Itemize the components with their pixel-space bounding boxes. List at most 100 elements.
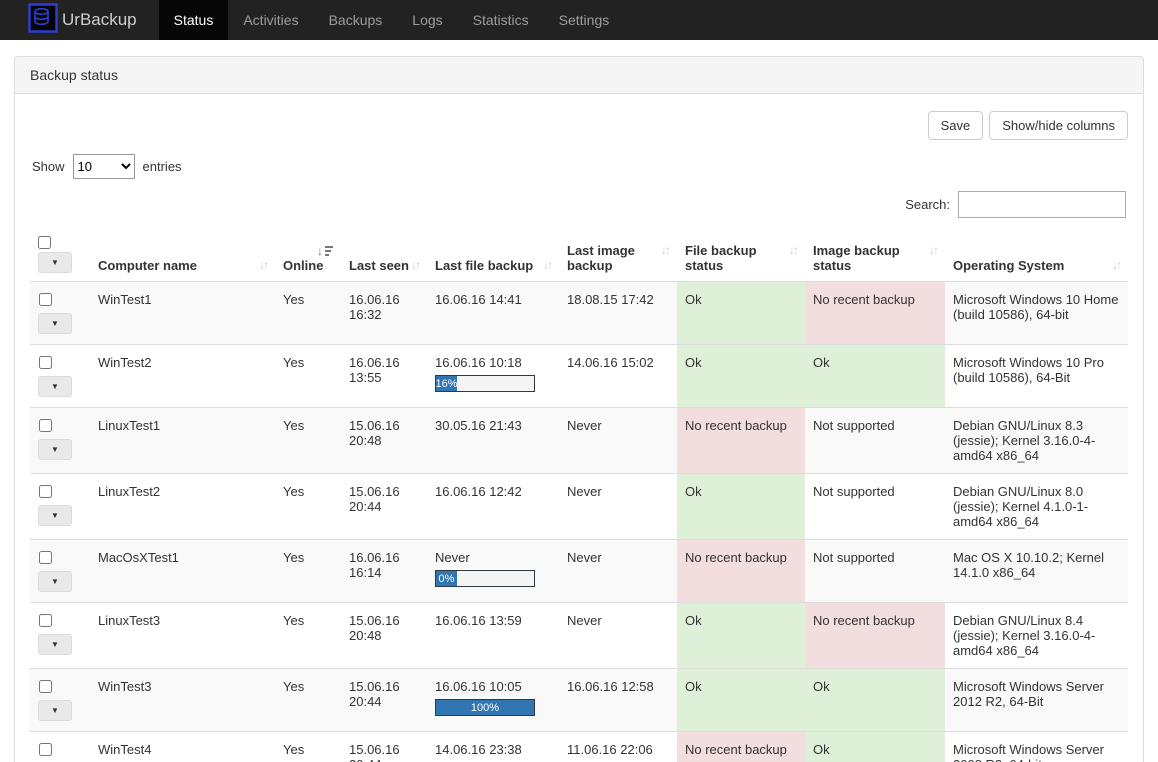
computer-name-cell: LinuxTest1 [90, 407, 275, 474]
nav-item-activities[interactable]: Activities [243, 12, 299, 28]
header-file-backup-status[interactable]: ↓↑ File backup status [685, 243, 799, 273]
last-seen-cell: 15.06.16 20:44 [341, 473, 427, 540]
entries-label: entries [142, 159, 182, 174]
row-actions-dropdown[interactable]: ▼ [38, 313, 72, 334]
show-label: Show [32, 159, 65, 174]
nav-item-backups[interactable]: Backups [328, 12, 383, 28]
row-checkbox[interactable] [39, 419, 52, 432]
operating-system-cell: Debian GNU/Linux 8.4 (jessie); Kernel 3.… [945, 602, 1128, 669]
urbackup-logo-icon [28, 2, 58, 38]
select-all-checkbox[interactable] [38, 236, 51, 249]
progress-fill: 16% [435, 376, 458, 391]
file-backup-status-cell: Ok [677, 344, 805, 408]
last-image-backup-cell: Never [559, 539, 677, 603]
nav-item-settings[interactable]: Settings [558, 12, 610, 28]
image-backup-status-cell: Not supported [805, 407, 945, 474]
row-actions-dropdown[interactable]: ▼ [38, 439, 72, 460]
header-computer-name[interactable]: ↓↑ Computer name [98, 258, 269, 273]
row-actions-dropdown[interactable]: ▼ [38, 700, 72, 721]
last-seen-cell: 16.06.16 16:32 [341, 281, 427, 345]
file-backup-progress-bar: 0% [435, 570, 535, 587]
row-select-cell: ▼ [30, 407, 90, 474]
table-row: ▼ MacOsXTest1 Yes 16.06.16 16:14 Never 0… [30, 539, 1128, 603]
last-file-backup-cell: 30.05.16 21:43 [427, 407, 559, 474]
save-button[interactable]: Save [927, 111, 984, 140]
operating-system-cell: Debian GNU/Linux 8.0 (jessie); Kernel 4.… [945, 473, 1128, 540]
nav-item-statistics[interactable]: Statistics [472, 12, 529, 28]
row-actions-dropdown[interactable]: ▼ [38, 571, 72, 592]
online-cell: Yes [275, 407, 341, 474]
header-online[interactable]: ↓ Online [275, 228, 341, 282]
row-select-cell: ▼ [30, 344, 90, 408]
operating-system-cell: Mac OS X 10.10.2; Kernel 14.1.0 x86_64 [945, 539, 1128, 603]
header-image-backup-status[interactable]: ↓↑ Image backup status [813, 243, 939, 273]
last-file-backup-cell: 16.06.16 10:05 100% [427, 668, 559, 732]
caret-down-icon: ▼ [51, 257, 59, 267]
computer-name-cell: WinTest2 [90, 344, 275, 408]
sort-icon: ↓↑ [411, 258, 421, 272]
brand[interactable]: UrBackup [0, 0, 147, 40]
nav-item-logs[interactable]: Logs [412, 12, 443, 28]
file-backup-progress-bar: 100% [435, 699, 535, 716]
row-actions-dropdown[interactable]: ▼ [38, 634, 72, 655]
caret-down-icon: ▼ [51, 318, 59, 328]
table-row: ▼ WinTest1 Yes 16.06.16 16:32 16.06.16 1… [30, 281, 1128, 345]
table-row: ▼ WinTest2 Yes 16.06.16 13:55 16.06.16 1… [30, 344, 1128, 408]
image-backup-status-cell: Not supported [805, 473, 945, 540]
last-file-backup-time: 16.06.16 10:18 [435, 355, 522, 370]
sort-icon: ↓↑ [789, 243, 799, 257]
row-select-cell: ▼ [30, 731, 90, 762]
row-checkbox[interactable] [39, 485, 52, 498]
table-row: ▼ LinuxTest2 Yes 15.06.16 20:44 16.06.16… [30, 473, 1128, 540]
last-image-backup-cell: 14.06.16 15:02 [559, 344, 677, 408]
row-checkbox[interactable] [39, 614, 52, 627]
header-last-file-backup[interactable]: ↓↑ Last file backup [435, 258, 553, 273]
last-image-backup-cell: Never [559, 473, 677, 540]
entries-select[interactable]: 10 [72, 154, 135, 179]
header-actions-dropdown[interactable]: ▼ [38, 252, 72, 273]
row-checkbox[interactable] [39, 743, 52, 756]
last-image-backup-cell: Never [559, 407, 677, 474]
row-checkbox[interactable] [39, 293, 52, 306]
nav-item-status[interactable]: Status [158, 0, 229, 40]
last-file-backup-cell: 16.06.16 10:18 16% [427, 344, 559, 408]
navbar: UrBackup Status Activities Backups Logs … [0, 0, 1158, 40]
search-input[interactable] [958, 191, 1126, 218]
header-operating-system[interactable]: ↓↑ Operating System [953, 258, 1122, 273]
last-file-backup-cell: 14.06.16 23:38 48% [427, 731, 559, 762]
caret-down-icon: ▼ [51, 576, 59, 586]
search-control: Search: [30, 191, 1126, 218]
operating-system-cell: Microsoft Windows Server 2012 R2, 64-Bit [945, 668, 1128, 732]
brand-title: UrBackup [62, 10, 137, 29]
header-last-seen[interactable]: ↓↑ Last seen [349, 258, 421, 273]
sort-icon: ↓↑ [1112, 258, 1122, 272]
last-file-backup-time: Never [435, 550, 470, 565]
row-checkbox[interactable] [39, 680, 52, 693]
last-seen-cell: 16.06.16 13:55 [341, 344, 427, 408]
header-select-all[interactable]: ▼ [30, 228, 90, 282]
nav-menu: Status Activities Backups Logs Statistic… [158, 0, 625, 40]
file-backup-status-cell: Ok [677, 668, 805, 732]
table-row: ▼ WinTest3 Yes 15.06.16 20:44 16.06.16 1… [30, 668, 1128, 732]
show-hide-columns-button[interactable]: Show/hide columns [989, 111, 1128, 140]
last-file-backup-cell: 16.06.16 14:41 [427, 281, 559, 345]
sort-icon: ↓↑ [259, 258, 269, 272]
row-select-cell: ▼ [30, 668, 90, 732]
row-checkbox[interactable] [39, 551, 52, 564]
row-checkbox[interactable] [39, 356, 52, 369]
row-actions-dropdown[interactable]: ▼ [38, 505, 72, 526]
file-backup-status-cell: No recent backup [677, 731, 805, 762]
toolbar: Save Show/hide columns [30, 111, 1128, 140]
search-label: Search: [905, 197, 950, 212]
progress-fill: 0% [436, 571, 457, 586]
caret-down-icon: ▼ [51, 705, 59, 715]
sort-desc-icon: ↓ [317, 244, 333, 258]
last-file-backup-time: 30.05.16 21:43 [435, 418, 522, 433]
backup-status-panel: Backup status Save Show/hide columns Sho… [14, 56, 1144, 762]
row-actions-dropdown[interactable]: ▼ [38, 376, 72, 397]
operating-system-cell: Debian GNU/Linux 8.3 (jessie); Kernel 3.… [945, 407, 1128, 474]
last-file-backup-time: 16.06.16 14:41 [435, 292, 522, 307]
header-last-image-backup[interactable]: ↓↑ Last image backup [567, 243, 671, 273]
file-backup-status-cell: Ok [677, 281, 805, 345]
last-file-backup-time: 16.06.16 10:05 [435, 679, 522, 694]
